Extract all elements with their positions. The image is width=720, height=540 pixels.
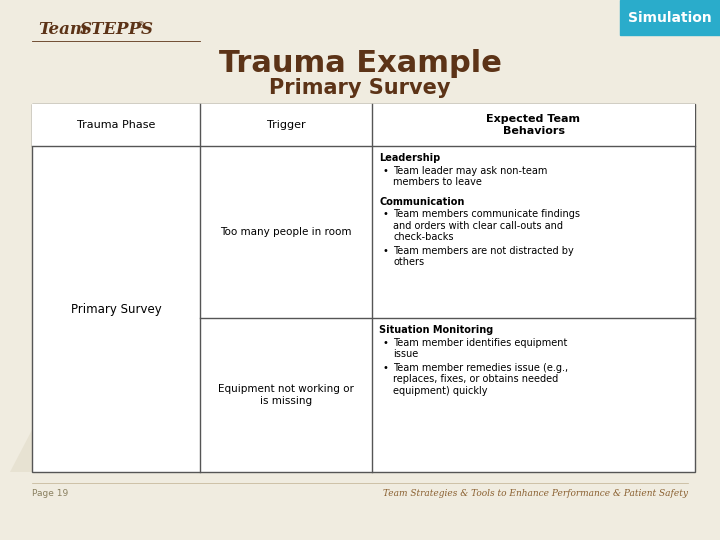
Text: Primary Survey: Primary Survey — [71, 302, 161, 315]
Text: Leadership: Leadership — [379, 153, 440, 163]
Text: Team: Team — [38, 22, 88, 38]
Text: Trigger: Trigger — [266, 120, 305, 130]
Text: Team members are not distracted by
others: Team members are not distracted by other… — [393, 246, 574, 267]
Bar — [32, 104, 695, 146]
Text: •: • — [382, 363, 388, 373]
Text: ®: ® — [136, 22, 145, 30]
Text: Situation Monitoring: Situation Monitoring — [379, 325, 493, 335]
Text: Communication: Communication — [379, 197, 464, 207]
Text: Simulation: Simulation — [628, 11, 712, 25]
Text: STEPPS: STEPPS — [80, 22, 154, 38]
Text: Equipment not working or
is missing: Equipment not working or is missing — [218, 384, 354, 406]
Bar — [32, 104, 695, 472]
Bar — [620, 0, 720, 35]
Text: Too many people in room: Too many people in room — [220, 227, 352, 237]
Text: Page 19: Page 19 — [32, 489, 68, 498]
Text: •: • — [382, 210, 388, 219]
Text: •: • — [382, 338, 388, 348]
Text: Team member remedies issue (e.g.,
replaces, fixes, or obtains needed
equipment) : Team member remedies issue (e.g., replac… — [393, 363, 568, 396]
Text: Trauma Example: Trauma Example — [219, 50, 501, 78]
Text: Team Strategies & Tools to Enhance Performance & Patient Safety: Team Strategies & Tools to Enhance Perfo… — [383, 489, 688, 498]
Text: Trauma Phase: Trauma Phase — [77, 120, 156, 130]
Text: •: • — [382, 246, 388, 256]
Text: Team members communicate findings
and orders with clear call-outs and
check-back: Team members communicate findings and or… — [393, 210, 580, 242]
Text: Expected Team
Behaviors: Expected Team Behaviors — [487, 114, 580, 136]
Text: •: • — [382, 166, 388, 176]
Text: Team member identifies equipment
issue: Team member identifies equipment issue — [393, 338, 567, 359]
Text: Primary Survey: Primary Survey — [269, 78, 451, 98]
Polygon shape — [10, 340, 148, 472]
Text: Team leader may ask non-team
members to leave: Team leader may ask non-team members to … — [393, 166, 547, 187]
